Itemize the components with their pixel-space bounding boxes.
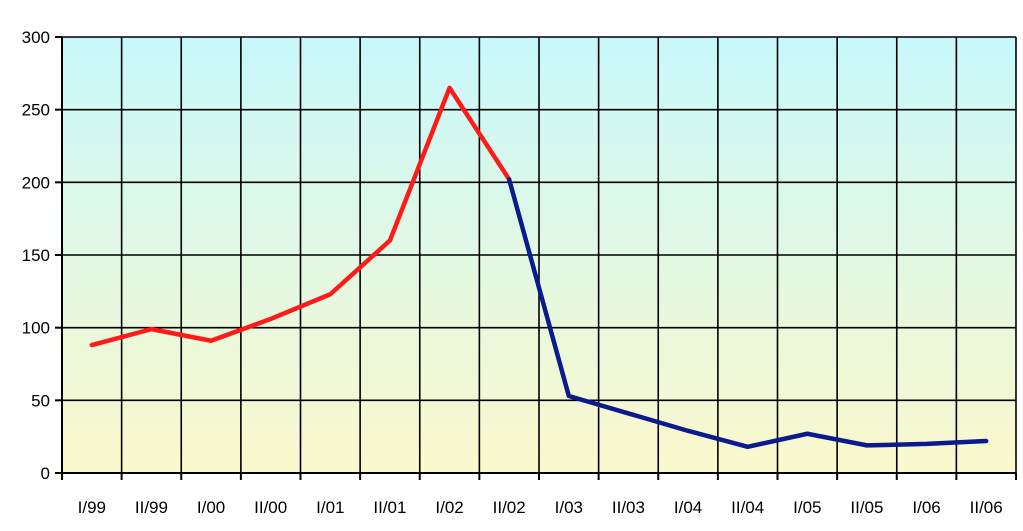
x-tick-label: I/00	[197, 498, 225, 517]
series-line-1	[89, 85, 512, 348]
y-tick-label: 100	[22, 319, 50, 338]
x-tick-label: II/03	[612, 498, 645, 517]
x-tick-label: I/99	[78, 498, 106, 517]
x-tick-label: II/02	[493, 498, 526, 517]
x-tick-label: I/02	[435, 498, 463, 517]
x-tick-label: I/05	[793, 498, 821, 517]
gridlines	[61, 36, 1017, 474]
x-tick-label: I/01	[316, 498, 344, 517]
y-tick-label: 250	[22, 101, 50, 120]
x-tick-label: II/05	[850, 498, 883, 517]
y-tick-label: 50	[31, 391, 50, 410]
y-tick-label: 150	[22, 246, 50, 265]
x-tick-label: II/01	[373, 498, 406, 517]
x-tick-label: II/06	[970, 498, 1003, 517]
series-lines	[89, 85, 989, 450]
x-tick-label: II/00	[254, 498, 287, 517]
x-tick-label: II/99	[135, 498, 168, 517]
x-tick-label: I/03	[555, 498, 583, 517]
x-tick-label: I/06	[912, 498, 940, 517]
y-tick-label: 300	[22, 28, 50, 47]
x-tick-label: I/04	[674, 498, 702, 517]
axes	[55, 36, 1017, 480]
x-tick-label: II/04	[731, 498, 764, 517]
y-tick-label: 0	[41, 464, 50, 483]
y-tick-label: 200	[22, 173, 50, 192]
tick-labels: 0 50 100 150 200 250 300 I/99 II/99 I/00 II/00 I/01…	[22, 28, 1003, 517]
